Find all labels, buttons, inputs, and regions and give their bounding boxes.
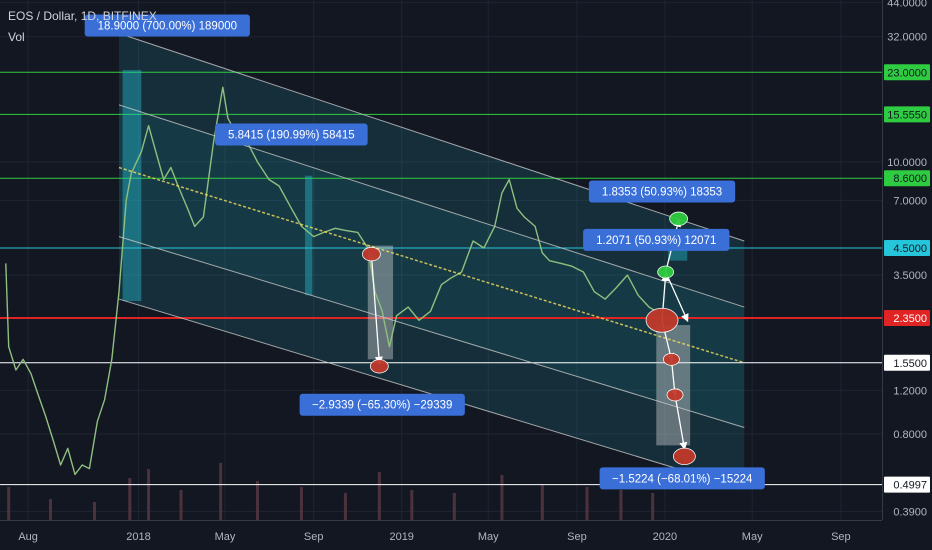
arrow	[665, 271, 689, 323]
target-marker-red	[369, 359, 389, 374]
volume-bar	[255, 481, 259, 520]
price-tick-label: 0.3900	[893, 506, 927, 518]
measure-label: −1.5224 (−68.01%) −15224	[612, 473, 753, 485]
range-box	[305, 175, 313, 296]
channel-fill	[118, 33, 745, 490]
markers-layer	[362, 211, 696, 466]
volume-bar	[452, 493, 456, 520]
time-tick-label: Sep	[831, 531, 851, 543]
volume-bar	[128, 478, 132, 520]
price-tick-label: 0.8000	[893, 429, 927, 441]
measure-label-box	[599, 467, 765, 490]
level-tag	[884, 64, 930, 81]
time-tick-label: 2020	[653, 531, 677, 543]
measure-label-box	[299, 393, 465, 416]
annotations-layer: 18.9000 (700.00%) 189000 5.8415 (190.99%)…	[84, 14, 765, 490]
time-tick-label: May	[742, 531, 763, 543]
level-tag-label: 1.5500	[893, 358, 927, 370]
volume-bar	[179, 490, 183, 520]
volume-bar	[147, 469, 151, 520]
level-tag	[884, 354, 930, 371]
channel-inner-fill	[118, 104, 745, 428]
level-tag-label: 8.6000	[893, 173, 927, 185]
price-line-layer	[5, 86, 657, 476]
channel-fill-layer	[118, 33, 745, 490]
target-marker-red	[666, 388, 684, 402]
volume-bar	[500, 475, 504, 520]
time-tick-label: 2018	[126, 531, 150, 543]
measure-label-box	[588, 180, 736, 203]
price-line	[5, 86, 657, 476]
measure-label: 5.8415 (190.99%) 58415	[228, 130, 355, 142]
arrow	[370, 254, 383, 365]
level-tag-label: 23.0000	[887, 67, 927, 79]
target-marker-red	[362, 246, 381, 262]
price-tick-label: 3.5000	[893, 270, 927, 282]
volume-bar	[299, 487, 303, 520]
price-tick-label: 7.0000	[893, 195, 927, 207]
target-marker-red	[645, 307, 679, 333]
volume-bar	[377, 472, 381, 520]
target-marker-red	[672, 447, 696, 466]
level-tag-label: 4.5000	[893, 243, 927, 255]
volume-label: Vol	[8, 30, 25, 44]
level-tag	[884, 170, 930, 187]
volume-bar	[651, 493, 655, 520]
volume-layer	[7, 463, 655, 520]
time-tick-label: 2019	[389, 531, 413, 543]
measure-label-box	[84, 14, 250, 37]
level-tag	[884, 239, 930, 256]
price-axis[interactable]: 44.0000 32.0000 10.0000 7.0000 3.5000 1.2000 0…	[884, 0, 930, 518]
level-tag-label: 0.4997	[893, 480, 927, 492]
range-box	[656, 325, 691, 446]
measure-label-box	[583, 228, 730, 251]
time-tick-label: Aug	[18, 531, 38, 543]
target-marker-green	[657, 265, 675, 279]
time-tick-label: Sep	[304, 531, 324, 543]
volume-bar	[48, 499, 52, 520]
measure-label-box	[215, 123, 368, 146]
volume-bar	[7, 487, 11, 520]
price-tick-label: 44.0000	[887, 0, 927, 9]
range-box	[122, 69, 142, 302]
symbol-title: EOS / Dollar, 1D, BITFINEX	[8, 9, 157, 23]
volume-bar	[410, 490, 414, 520]
level-tag	[884, 106, 930, 123]
target-marker-red	[663, 352, 680, 366]
volume-bar	[619, 490, 623, 520]
measure-label: 1.2071 (50.93%) 12071	[596, 235, 716, 247]
measure-label: 18.9000 (700.00%) 189000	[98, 21, 237, 33]
price-tick-label: 32.0000	[887, 32, 927, 44]
channel-line-top	[118, 32, 745, 242]
volume-bar	[92, 502, 96, 520]
level-tag-label: 2.3500	[893, 313, 927, 325]
channel-line-lower-inner	[118, 236, 745, 428]
arrow	[674, 394, 688, 451]
target-marker-green	[669, 211, 689, 226]
grid-layer	[0, 0, 882, 520]
level-tag	[884, 476, 930, 493]
level-tag-label: 15.5550	[887, 109, 927, 121]
measure-label: 1.8353 (50.93%) 18353	[602, 187, 722, 199]
time-tick-label: May	[478, 531, 499, 543]
channel-line-median	[118, 166, 745, 364]
time-axis[interactable]: Aug 2018 May Sep 2019 May Sep 2020 May Sep	[18, 531, 850, 543]
volume-bar	[343, 493, 347, 520]
price-tick-label: 1.2000	[893, 385, 927, 397]
volume-bar	[585, 487, 589, 520]
price-tick-label: 10.0000	[887, 157, 927, 169]
volume-bar	[540, 484, 544, 520]
volume-bar	[219, 463, 223, 520]
time-tick-label: Sep	[567, 531, 587, 543]
level-tag	[884, 309, 930, 326]
time-tick-label: May	[215, 531, 236, 543]
measure-label: −2.9339 (−65.30%) −29339	[312, 400, 452, 412]
price-axis-background	[883, 0, 932, 550]
